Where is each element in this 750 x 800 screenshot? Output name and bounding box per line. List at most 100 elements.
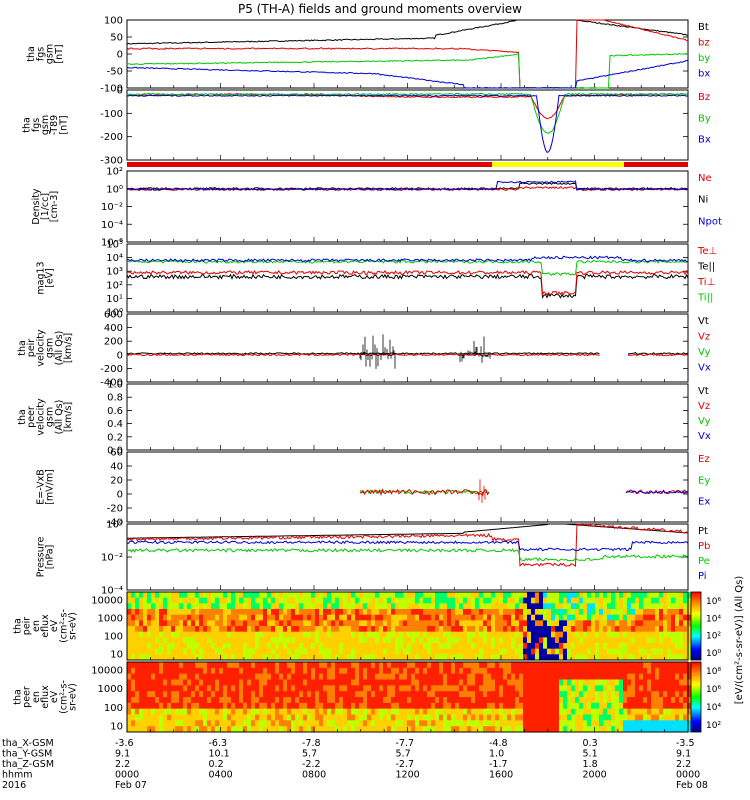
- panel-p5: thapeirvelocitygsm(All Qs)[km/s] 600 400 20…: [17, 310, 711, 389]
- xaxis-value: -2.7: [396, 759, 415, 770]
- colorbar: [690, 591, 702, 661]
- y-tick-label: -20: [107, 504, 123, 515]
- xaxis-value: 2.2: [115, 759, 130, 770]
- panel-ylabel: mag13[eV]: [35, 261, 55, 294]
- colorbar-tick: 10⁴: [706, 614, 721, 624]
- y-tick-label: 10³: [106, 267, 123, 278]
- legend-entry: Vt: [698, 316, 709, 327]
- legend-entry: Pi: [698, 571, 707, 582]
- y-tick-label: 600: [104, 310, 123, 321]
- legend-entry: Ti⊥: [697, 277, 715, 288]
- legend-entry: Pe: [698, 556, 710, 567]
- series-Bz: [126, 93, 689, 120]
- panel-frame: [126, 313, 689, 383]
- xaxis-value: Feb 08: [676, 780, 708, 791]
- xaxis-value: -6.3: [209, 738, 228, 749]
- y-tick-label: 0: [117, 350, 123, 361]
- xaxis-value: 5.7: [396, 749, 411, 760]
- panel-p8: Pressure[nPa] 10⁰ 10⁻² 10⁻⁴ Pt Pb Pe Pi: [35, 520, 710, 597]
- y-tick-label: 10⁰: [106, 520, 123, 531]
- y-tick-label: 1000: [98, 614, 123, 625]
- xaxis-value: -7.7: [396, 738, 415, 749]
- legend-entry: Vx: [698, 363, 711, 374]
- y-tick-label: 100: [104, 632, 123, 643]
- colorbar: [690, 661, 702, 733]
- y-tick-label: -50: [107, 67, 123, 78]
- xaxis-value: 0800: [302, 770, 326, 781]
- series-by: [127, 52, 689, 89]
- colorbar-tick: 10⁶: [706, 685, 721, 695]
- y-tick-label: 0.2: [107, 432, 123, 443]
- xaxis-value: 1.0: [489, 749, 504, 760]
- legend-entry: By: [698, 113, 711, 124]
- y-tick-label: -200: [100, 132, 123, 143]
- panel-frame: [126, 451, 689, 523]
- xaxis-value: 0400: [209, 770, 233, 781]
- xaxis-value: 0000: [676, 770, 700, 781]
- y-tick-label: 10⁻⁴: [101, 586, 123, 597]
- panel-frame: [126, 383, 689, 451]
- panel-ylabel: thapeirenefluxeV(cm²-s-sr-eV): [12, 609, 78, 643]
- y-tick-label: 0.0: [107, 446, 123, 457]
- xaxis-value: -2.2: [302, 759, 321, 770]
- y-tick-label: 0.4: [107, 419, 123, 430]
- y-tick-label: -40: [107, 518, 123, 529]
- xaxis-value: Feb 07: [115, 780, 147, 791]
- y-tick-label: 40: [110, 462, 123, 473]
- series-By: [126, 92, 689, 134]
- y-tick-label: 10⁻²: [101, 553, 123, 564]
- y-tick-label: 20: [110, 476, 123, 487]
- panel-ylabel: Density[1/cc][cm-3]: [31, 188, 60, 224]
- xaxis-value: 0000: [115, 770, 139, 781]
- spectrogram: [127, 592, 692, 661]
- series-Vz-late: [627, 353, 689, 357]
- y-tick-label: 10²: [106, 167, 123, 178]
- legend-entry: Ne: [698, 173, 712, 184]
- legend-entry: bz: [698, 38, 710, 49]
- colorbar-tick: 10⁶: [706, 597, 721, 607]
- xaxis-value: -7.8: [302, 738, 321, 749]
- series-bx: [126, 59, 689, 89]
- colorbar-label: [eV/(cm²-s-sr-eV)] (All Qs): [734, 576, 745, 705]
- panel-p6: thapeervelocitygsm(All Qs)[km/s] 1.0 0.8 0.…: [17, 380, 711, 457]
- xaxis-value: -4.8: [489, 738, 508, 749]
- panel-ylabel: thafgsgsm-T89[nT]: [22, 115, 70, 135]
- legend-entry: Te⊥: [697, 246, 717, 257]
- xaxis-value: 0.3: [583, 738, 598, 749]
- y-tick-label: 0: [117, 50, 123, 61]
- y-tick-label: 10⁻²: [101, 202, 123, 213]
- panel-ylabel: thapeirvelocitygsm(All Qs)[km/s]: [17, 329, 74, 367]
- colorbar-tick: 10⁴: [706, 703, 721, 713]
- y-tick-label: 200: [104, 337, 123, 348]
- xaxis-row-label: tha_Z-GSM: [2, 759, 54, 770]
- legend-entry: Vz: [698, 332, 710, 343]
- legend-entry: Vy: [698, 416, 711, 427]
- y-tick-label: -300: [100, 156, 123, 167]
- panel-frame: [126, 170, 689, 243]
- legend-entry: Bt: [698, 22, 709, 33]
- xaxis-value: 1600: [489, 770, 513, 781]
- y-tick-label: -100: [100, 109, 123, 120]
- xaxis-value: 1.8: [583, 759, 598, 770]
- y-tick-label: 10⁻⁴: [101, 220, 123, 231]
- y-tick-label: 10⁻⁶: [101, 238, 123, 249]
- xaxis-value: 0.2: [209, 759, 224, 770]
- legend-entry: by: [698, 53, 710, 64]
- y-tick-label: 10⁰: [106, 184, 123, 195]
- y-tick-label: 10000: [91, 596, 123, 607]
- colorbar-tick: 10⁸: [706, 667, 721, 677]
- xaxis-row-label: hhmm: [2, 770, 33, 781]
- mode-bar: [127, 162, 688, 167]
- y-tick-label: 10000: [91, 666, 123, 677]
- legend-entry: Ex: [698, 497, 710, 508]
- legend-entry: Vz: [698, 401, 710, 412]
- panel-p9: thapeirenefluxeV(cm²-s-sr-eV) 10000 1000 10…: [12, 591, 721, 661]
- y-tick-label: 100: [104, 703, 123, 714]
- legend-entry: Vx: [698, 431, 711, 442]
- y-tick-label: -400: [100, 378, 123, 389]
- y-tick-label: 0.8: [107, 393, 123, 404]
- y-tick-label: 10⁴: [106, 253, 123, 264]
- series-Ti-par: [126, 259, 689, 276]
- xaxis-value: 9.1: [676, 749, 691, 760]
